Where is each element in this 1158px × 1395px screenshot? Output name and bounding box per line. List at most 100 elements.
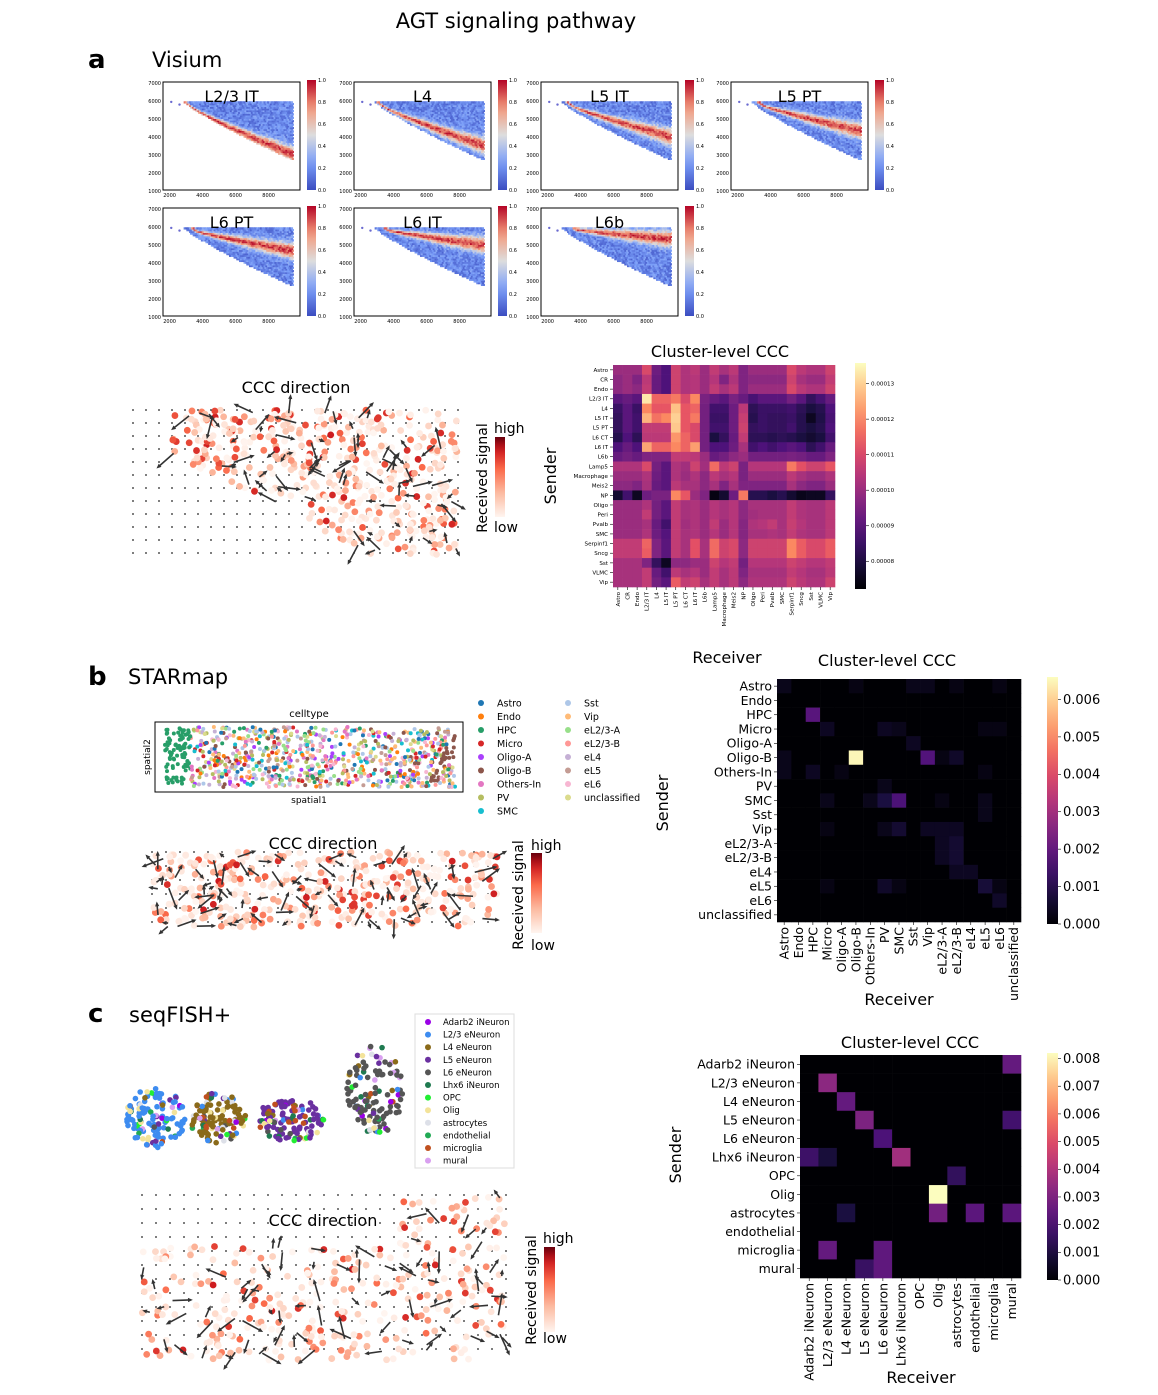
spot	[260, 144, 264, 147]
spot	[257, 130, 260, 133]
colorbar-tick-label: 0.8	[886, 100, 894, 106]
y-tick-label: 7000	[526, 81, 539, 87]
spot	[224, 109, 227, 113]
colorbar-tick-label: 0.6	[886, 122, 894, 128]
spot	[211, 109, 215, 113]
spot	[255, 109, 258, 113]
spot	[226, 126, 229, 130]
spot	[235, 116, 238, 119]
y-tick-label: 2000	[339, 171, 352, 177]
spot	[282, 144, 285, 147]
spot	[239, 120, 242, 123]
spot	[252, 135, 255, 138]
y-tick-label: 6000	[148, 99, 161, 105]
spot	[270, 132, 274, 135]
spot	[258, 130, 262, 133]
spot	[270, 135, 274, 138]
spot	[248, 111, 252, 114]
spot	[272, 142, 275, 145]
spot	[238, 125, 241, 128]
spot	[267, 125, 270, 128]
spot	[195, 109, 198, 113]
y-tick-label: 7000	[716, 81, 729, 87]
spot	[227, 118, 230, 121]
spot	[211, 113, 215, 116]
spot	[245, 114, 248, 118]
spot	[275, 126, 278, 130]
spot	[290, 101, 294, 104]
spot	[239, 113, 242, 116]
spot	[263, 111, 266, 114]
spot	[230, 111, 234, 114]
spot	[261, 111, 264, 114]
spot	[287, 118, 290, 121]
spot	[289, 140, 293, 143]
spot	[250, 118, 254, 121]
spot	[282, 113, 285, 116]
spot	[279, 118, 283, 121]
spot	[251, 120, 255, 123]
spot	[258, 133, 262, 137]
spot	[243, 114, 246, 118]
spot	[258, 111, 261, 114]
y-tick-label: 3000	[526, 153, 539, 159]
spot	[205, 108, 208, 111]
spot	[222, 120, 225, 123]
x-tick-label: 6000	[420, 193, 433, 199]
spot	[279, 121, 283, 125]
spot	[219, 120, 222, 123]
spot	[247, 108, 250, 111]
spot	[248, 138, 252, 142]
spot	[247, 111, 250, 114]
spot	[253, 116, 256, 119]
spot	[282, 133, 285, 137]
spot	[276, 135, 279, 138]
spot	[237, 109, 240, 113]
spot	[270, 145, 274, 149]
spot	[237, 116, 240, 119]
spot	[288, 150, 291, 154]
spot	[225, 111, 228, 114]
y-tick-label: 1000	[339, 189, 352, 195]
spot	[238, 108, 241, 111]
spot	[258, 132, 261, 135]
spot	[278, 144, 282, 147]
spot	[285, 108, 288, 111]
spot	[225, 118, 228, 121]
spot	[267, 128, 270, 131]
spot	[209, 114, 212, 118]
spot	[266, 123, 269, 126]
spot	[284, 133, 287, 137]
spot	[283, 152, 286, 155]
spot	[278, 116, 282, 119]
spot	[279, 125, 283, 128]
spot	[200, 106, 204, 109]
spot	[260, 116, 264, 119]
spot	[279, 128, 283, 131]
spot	[219, 118, 223, 121]
spot	[261, 128, 264, 131]
x-tick-label: 8000	[453, 193, 466, 199]
spot	[288, 140, 291, 143]
colorbar-tick-label: 0.2	[696, 166, 704, 172]
spot	[280, 130, 284, 133]
spot	[275, 150, 278, 154]
spot	[273, 120, 276, 123]
spot	[226, 120, 229, 123]
spot	[279, 114, 283, 118]
spot	[291, 154, 294, 157]
spot	[284, 130, 287, 133]
spot	[668, 101, 672, 104]
spot	[273, 109, 276, 113]
spot	[233, 109, 236, 113]
spot	[230, 121, 234, 125]
spot	[252, 118, 255, 121]
spot	[279, 149, 283, 152]
spot	[275, 147, 278, 150]
spot	[284, 144, 287, 147]
spot	[197, 109, 200, 113]
spot	[239, 126, 242, 130]
spot	[289, 154, 293, 157]
spot	[283, 145, 286, 149]
spot	[282, 120, 285, 123]
